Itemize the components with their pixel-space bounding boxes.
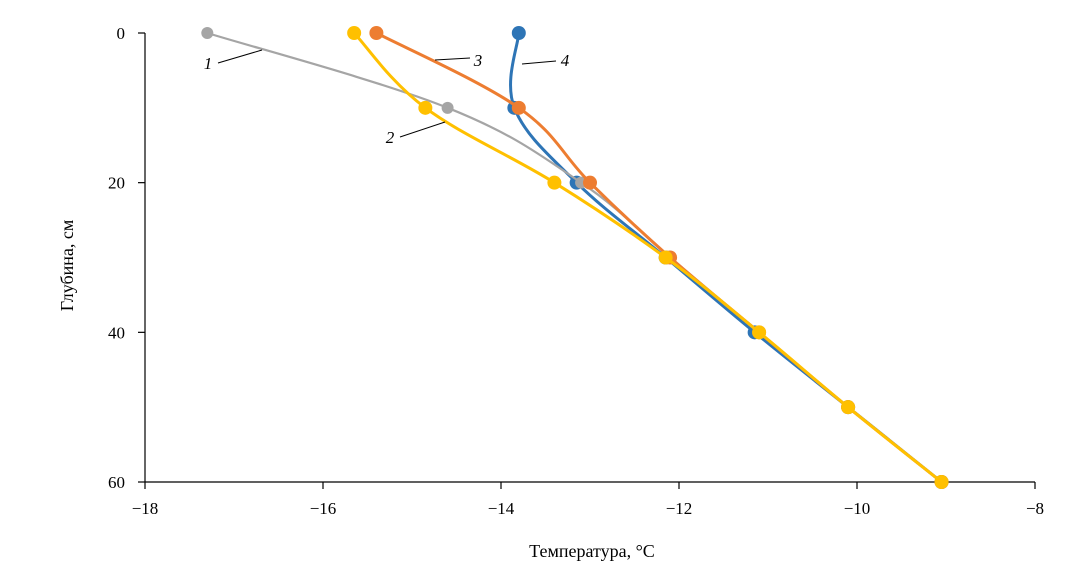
- series-2-point: [841, 400, 856, 415]
- series-2-point: [934, 475, 949, 489]
- series-2-leader: [399, 121, 446, 138]
- y-tick-label: 40: [108, 323, 125, 342]
- series-2-label: 2: [386, 128, 395, 147]
- series-3-leader: [434, 57, 471, 61]
- y-tick-label: 20: [108, 174, 125, 193]
- series-1: [201, 27, 948, 488]
- axes: −18 −16 −14 −12 −10 −8 0 20 40 60: [108, 24, 1044, 518]
- series-4-point: [511, 26, 526, 40]
- series-2-line: [352, 31, 944, 484]
- series-4-label: 4: [561, 51, 570, 70]
- y-tick-label: 0: [117, 24, 126, 43]
- series-4: [507, 26, 949, 489]
- series-1-label: 1: [204, 54, 213, 73]
- series-4-line: [509, 31, 944, 484]
- series-1-point: [441, 101, 454, 114]
- series-3-point: [511, 100, 526, 115]
- series-1-leader: [217, 49, 263, 64]
- series-2-point: [752, 325, 767, 340]
- x-tick-label: −14: [488, 499, 515, 518]
- series-3-label: 3: [473, 51, 483, 70]
- series-2-point: [658, 250, 673, 265]
- series-1-point: [201, 27, 214, 39]
- series-labels: 1 2 3 4: [204, 49, 570, 147]
- series-2-point: [418, 100, 433, 115]
- y-axis-title: Глубина, см: [57, 220, 77, 312]
- x-tick-label: −10: [844, 499, 871, 518]
- series-2-point: [347, 26, 362, 40]
- series-3-point: [583, 175, 597, 190]
- series-4-leader: [521, 60, 557, 65]
- x-tick-label: −16: [310, 499, 337, 518]
- series-2: [347, 26, 949, 489]
- x-axis-title: Температура, °С: [529, 541, 655, 561]
- x-tick-label: −8: [1026, 499, 1044, 518]
- x-tick-label: −18: [132, 499, 159, 518]
- series-3-point: [369, 26, 384, 40]
- y-tick-label: 60: [108, 473, 125, 492]
- x-tick-label: −12: [666, 499, 693, 518]
- series-1-line: [206, 31, 943, 484]
- series-2-point: [547, 175, 562, 190]
- series-layer: [201, 26, 949, 489]
